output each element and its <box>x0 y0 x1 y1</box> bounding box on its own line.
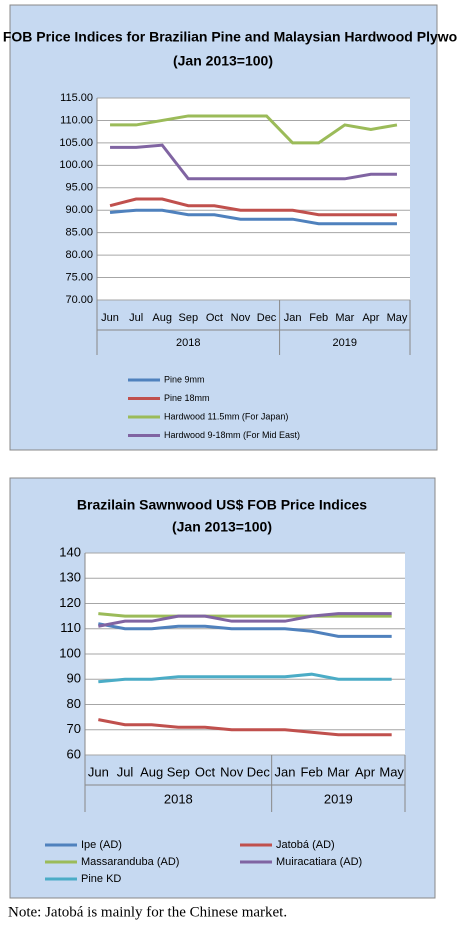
x-tick-label: Nov <box>220 764 244 779</box>
series-line <box>98 612 392 628</box>
chart-subtitle: (Jan 2013=100) <box>172 519 272 535</box>
x-tick-label: May <box>387 312 408 324</box>
y-tick-label: 75.00 <box>65 271 93 283</box>
legend-label: Pine 18mm <box>164 393 210 403</box>
y-tick-label: 105.00 <box>59 137 93 149</box>
legend-label: Pine 9mm <box>164 374 205 384</box>
chart-subtitle: (Jan 2013=100) <box>173 53 273 69</box>
x-tick-label: Jul <box>129 312 143 324</box>
x-group-label: 2019 <box>324 791 353 806</box>
x-tick-label: Jan <box>275 764 296 779</box>
y-tick-label: 80 <box>67 696 81 711</box>
y-tick-label: 90 <box>67 671 81 686</box>
x-tick-label: Sep <box>179 312 199 324</box>
x-tick-label: Jul <box>117 764 134 779</box>
series-line <box>98 672 392 684</box>
series-line <box>109 197 397 217</box>
legend-label: Jatobá (AD) <box>276 839 335 851</box>
series-line <box>98 612 392 618</box>
legend-label: Ipe (AD) <box>81 839 122 851</box>
x-tick-label: Dec <box>247 764 271 779</box>
x-tick-label: Aug <box>140 764 163 779</box>
y-tick-label: 70.00 <box>65 294 93 306</box>
y-tick-label: 110.00 <box>60 114 93 126</box>
y-tick-label: 100.00 <box>59 159 93 171</box>
legend-label: Massaranduba (AD) <box>81 856 179 868</box>
y-tick-label: 120 <box>59 595 81 610</box>
x-tick-label: Oct <box>195 764 216 779</box>
series-line <box>110 143 397 181</box>
y-tick-label: 140 <box>59 544 81 559</box>
y-tick-label: 130 <box>59 570 81 585</box>
note: Note: Jatobá is mainly for the Chinese m… <box>8 904 287 920</box>
series-line <box>98 718 392 737</box>
x-tick-label: Apr <box>355 764 376 779</box>
x-tick-label: Dec <box>257 312 277 324</box>
x-group-label: 2018 <box>164 791 193 806</box>
x-tick-label: Jun <box>101 312 119 324</box>
x-tick-label: Sep <box>167 764 190 779</box>
legend-label: Muiracatiara (AD) <box>276 856 362 868</box>
y-tick-label: 110 <box>60 620 81 635</box>
y-tick-label: 80.00 <box>65 249 93 261</box>
y-tick-label: 115.00 <box>60 92 93 104</box>
x-tick-label: Nov <box>231 312 251 324</box>
y-tick-label: 70 <box>67 721 81 736</box>
legend-label: Hardwood 11.5mm (For Japan) <box>164 411 288 421</box>
y-tick-label: 95.00 <box>65 182 93 194</box>
series-line <box>98 622 392 638</box>
chart-title: Brazilain Sawnwood US$ FOB Price Indices <box>77 497 367 513</box>
x-tick-label: May <box>379 764 404 779</box>
series-line <box>109 208 397 226</box>
x-tick-label: Aug <box>152 312 172 324</box>
x-group-label: 2019 <box>333 337 357 349</box>
y-tick-label: 60 <box>67 746 81 761</box>
x-tick-label: Mar <box>327 764 350 779</box>
x-tick-label: Jun <box>88 764 109 779</box>
x-group-label: 2018 <box>176 337 200 349</box>
x-tick-label: Jan <box>284 312 302 324</box>
legend-label: Hardwood 9-18mm (For Mid East) <box>164 430 300 440</box>
y-tick-label: 100 <box>59 645 81 660</box>
x-tick-label: Oct <box>206 312 223 324</box>
x-tick-label: Mar <box>335 312 354 324</box>
x-tick-label: Feb <box>309 312 328 324</box>
y-tick-label: 85.00 <box>65 227 93 239</box>
y-tick-label: 90.00 <box>65 204 93 216</box>
legend-label: Pine KD <box>81 873 121 885</box>
x-tick-label: Apr <box>362 312 379 324</box>
x-tick-label: Feb <box>300 764 322 779</box>
series-line <box>110 114 398 145</box>
chart-title: US$ FOB Price Indices for Brazilian Pine… <box>0 29 457 45</box>
